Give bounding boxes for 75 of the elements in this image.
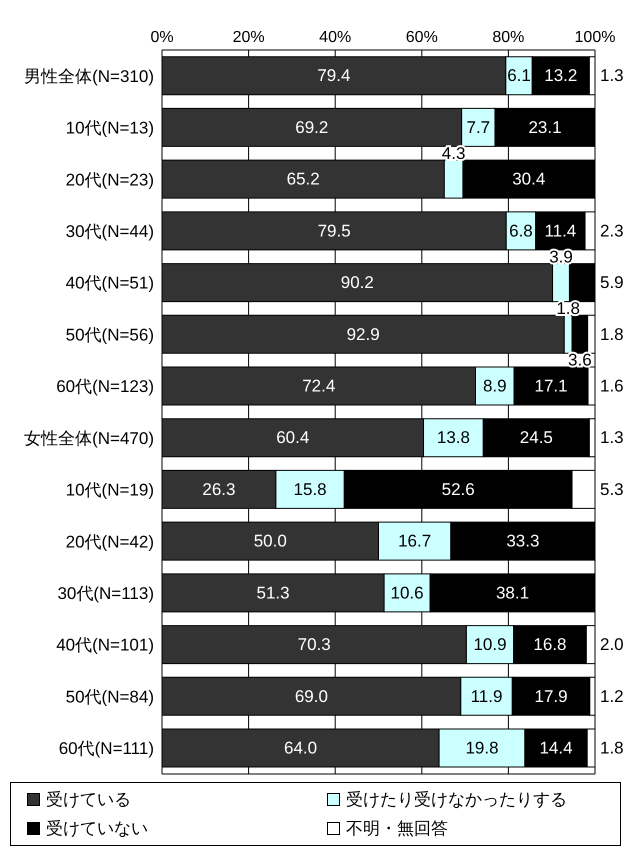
data-label: 2.0: [600, 635, 624, 654]
data-label: 1.8: [600, 324, 624, 344]
data-label: 5.3: [600, 480, 624, 499]
y-tick-label: 30代(N=44): [66, 222, 154, 242]
data-label: 1.8: [600, 738, 624, 758]
y-tick-label: 50代(N=84): [66, 687, 154, 706]
data-label: 72.4: [302, 376, 336, 396]
y-tick-label: 女性全体(N=470): [24, 428, 154, 448]
y-tick-label: 60代(N=111): [58, 739, 154, 758]
data-label: 5.9: [600, 273, 624, 292]
data-label: 52.6: [442, 480, 475, 499]
data-label: 15.8: [294, 480, 327, 499]
y-tick-label: 10代(N=19): [66, 480, 154, 500]
data-label: 11.9: [470, 686, 502, 706]
data-label: 33.3: [506, 532, 540, 551]
data-label: 6.1: [507, 66, 531, 86]
data-label: 16.8: [533, 635, 567, 654]
y-tick-label: 10代(N=13): [66, 118, 154, 138]
data-label: 3.9: [549, 247, 573, 266]
y-tick-label: 20代(N=23): [66, 170, 154, 190]
data-label: 7.7: [466, 118, 490, 137]
x-tick-label: 60%: [406, 29, 438, 46]
data-label: 69.2: [295, 118, 328, 137]
x-tick-label: 20%: [232, 29, 265, 46]
data-label: 1.3: [600, 428, 624, 448]
data-label: 38.1: [496, 583, 530, 602]
y-tick-label: 60代(N=123): [56, 377, 154, 396]
x-tick-label: 0%: [150, 29, 174, 46]
x-tick-label: 80%: [492, 29, 524, 46]
data-label: 13.8: [436, 428, 470, 448]
legend-label: 受けたり受けなかったりする: [346, 789, 567, 811]
data-label: 65.2: [286, 170, 320, 189]
data-label: 10.6: [390, 583, 424, 602]
data-label: 23.1: [528, 118, 562, 137]
y-tick-label: 40代(N=51): [66, 274, 154, 293]
y-tick-label: 男性全体(N=310): [24, 66, 154, 86]
data-label: 4.3: [442, 144, 466, 163]
data-label: 8.9: [482, 376, 507, 396]
data-label: 6.8: [509, 221, 533, 240]
x-tick-label: 40%: [319, 29, 352, 46]
y-tick-label: 30代(N=113): [57, 584, 154, 604]
data-label: 17.9: [534, 686, 568, 706]
data-label: 79.5: [318, 221, 351, 240]
data-label: 19.8: [465, 738, 499, 758]
data-label: 79.4: [317, 66, 350, 86]
x-tick-label: 100%: [574, 29, 616, 46]
data-label: 30.4: [512, 170, 546, 189]
data-label: 60.4: [276, 428, 310, 448]
data-label: 11.4: [544, 221, 576, 240]
data-label: 1.3: [600, 66, 624, 86]
data-label: 13.2: [544, 66, 578, 86]
data-label: 24.5: [520, 428, 553, 448]
data-label: 90.2: [340, 273, 374, 292]
legend-label: 不明・無回答: [346, 818, 448, 840]
data-label: 3.6: [568, 350, 592, 370]
legend-label: 受けていない: [46, 818, 148, 840]
y-tick-label: 50代(N=56): [66, 325, 154, 344]
data-label: 10.9: [473, 635, 507, 654]
data-label: 51.3: [256, 583, 290, 602]
data-label: 50.0: [254, 532, 287, 551]
data-label: 2.3: [600, 221, 624, 240]
data-label: 14.4: [539, 738, 573, 758]
legend-label: 受けている: [46, 789, 131, 811]
data-label: 1.6: [600, 376, 624, 396]
data-label: 64.0: [284, 738, 318, 758]
data-label: 26.3: [202, 480, 236, 499]
data-label: 1.2: [600, 686, 624, 706]
data-label: 16.7: [398, 532, 432, 551]
data-label: 1.8: [556, 299, 580, 318]
data-label: 92.9: [346, 324, 380, 344]
data-label: 69.0: [294, 686, 328, 706]
data-label: 70.3: [298, 635, 331, 654]
y-tick-label: 20代(N=42): [66, 532, 154, 552]
y-tick-label: 40代(N=101): [56, 636, 154, 655]
data-label: 17.1: [534, 376, 568, 396]
